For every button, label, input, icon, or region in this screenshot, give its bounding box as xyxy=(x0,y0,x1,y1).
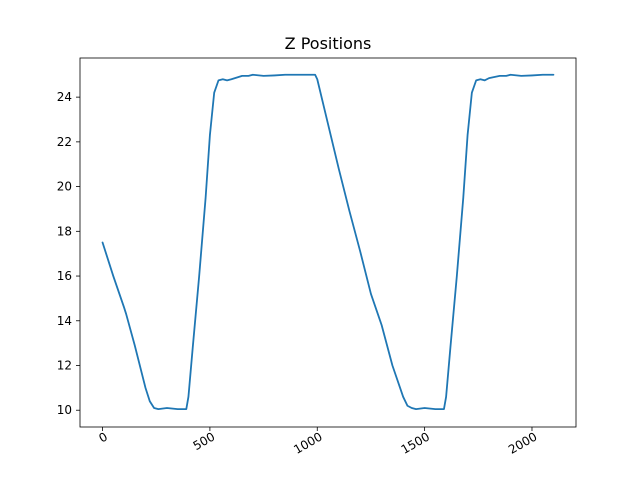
y-tick-label: 14 xyxy=(57,314,72,328)
y-tick-label: 22 xyxy=(57,135,72,149)
x-axis: 0 500 1000 1500 2000 xyxy=(96,427,539,457)
chart-title: Z Positions xyxy=(285,34,372,53)
y-tick-label: 24 xyxy=(57,90,72,104)
y-tick-label: 20 xyxy=(57,180,72,194)
axes-frame xyxy=(79,57,577,428)
y-tick-label: 12 xyxy=(57,359,72,373)
x-tick-label: 1500 xyxy=(399,429,432,456)
series-line-0 xyxy=(101,73,555,411)
x-tick-label: 2000 xyxy=(506,429,539,456)
x-tick-label: 0 xyxy=(96,429,110,445)
y-axis: 10 12 14 16 18 20 22 24 xyxy=(57,90,80,417)
y-tick-label: 18 xyxy=(57,224,72,238)
x-tick-label: 1000 xyxy=(291,429,324,456)
plot-area xyxy=(101,73,555,411)
y-tick-label: 10 xyxy=(57,403,72,417)
x-tick-label: 500 xyxy=(191,429,218,453)
y-tick-label: 16 xyxy=(57,269,72,283)
